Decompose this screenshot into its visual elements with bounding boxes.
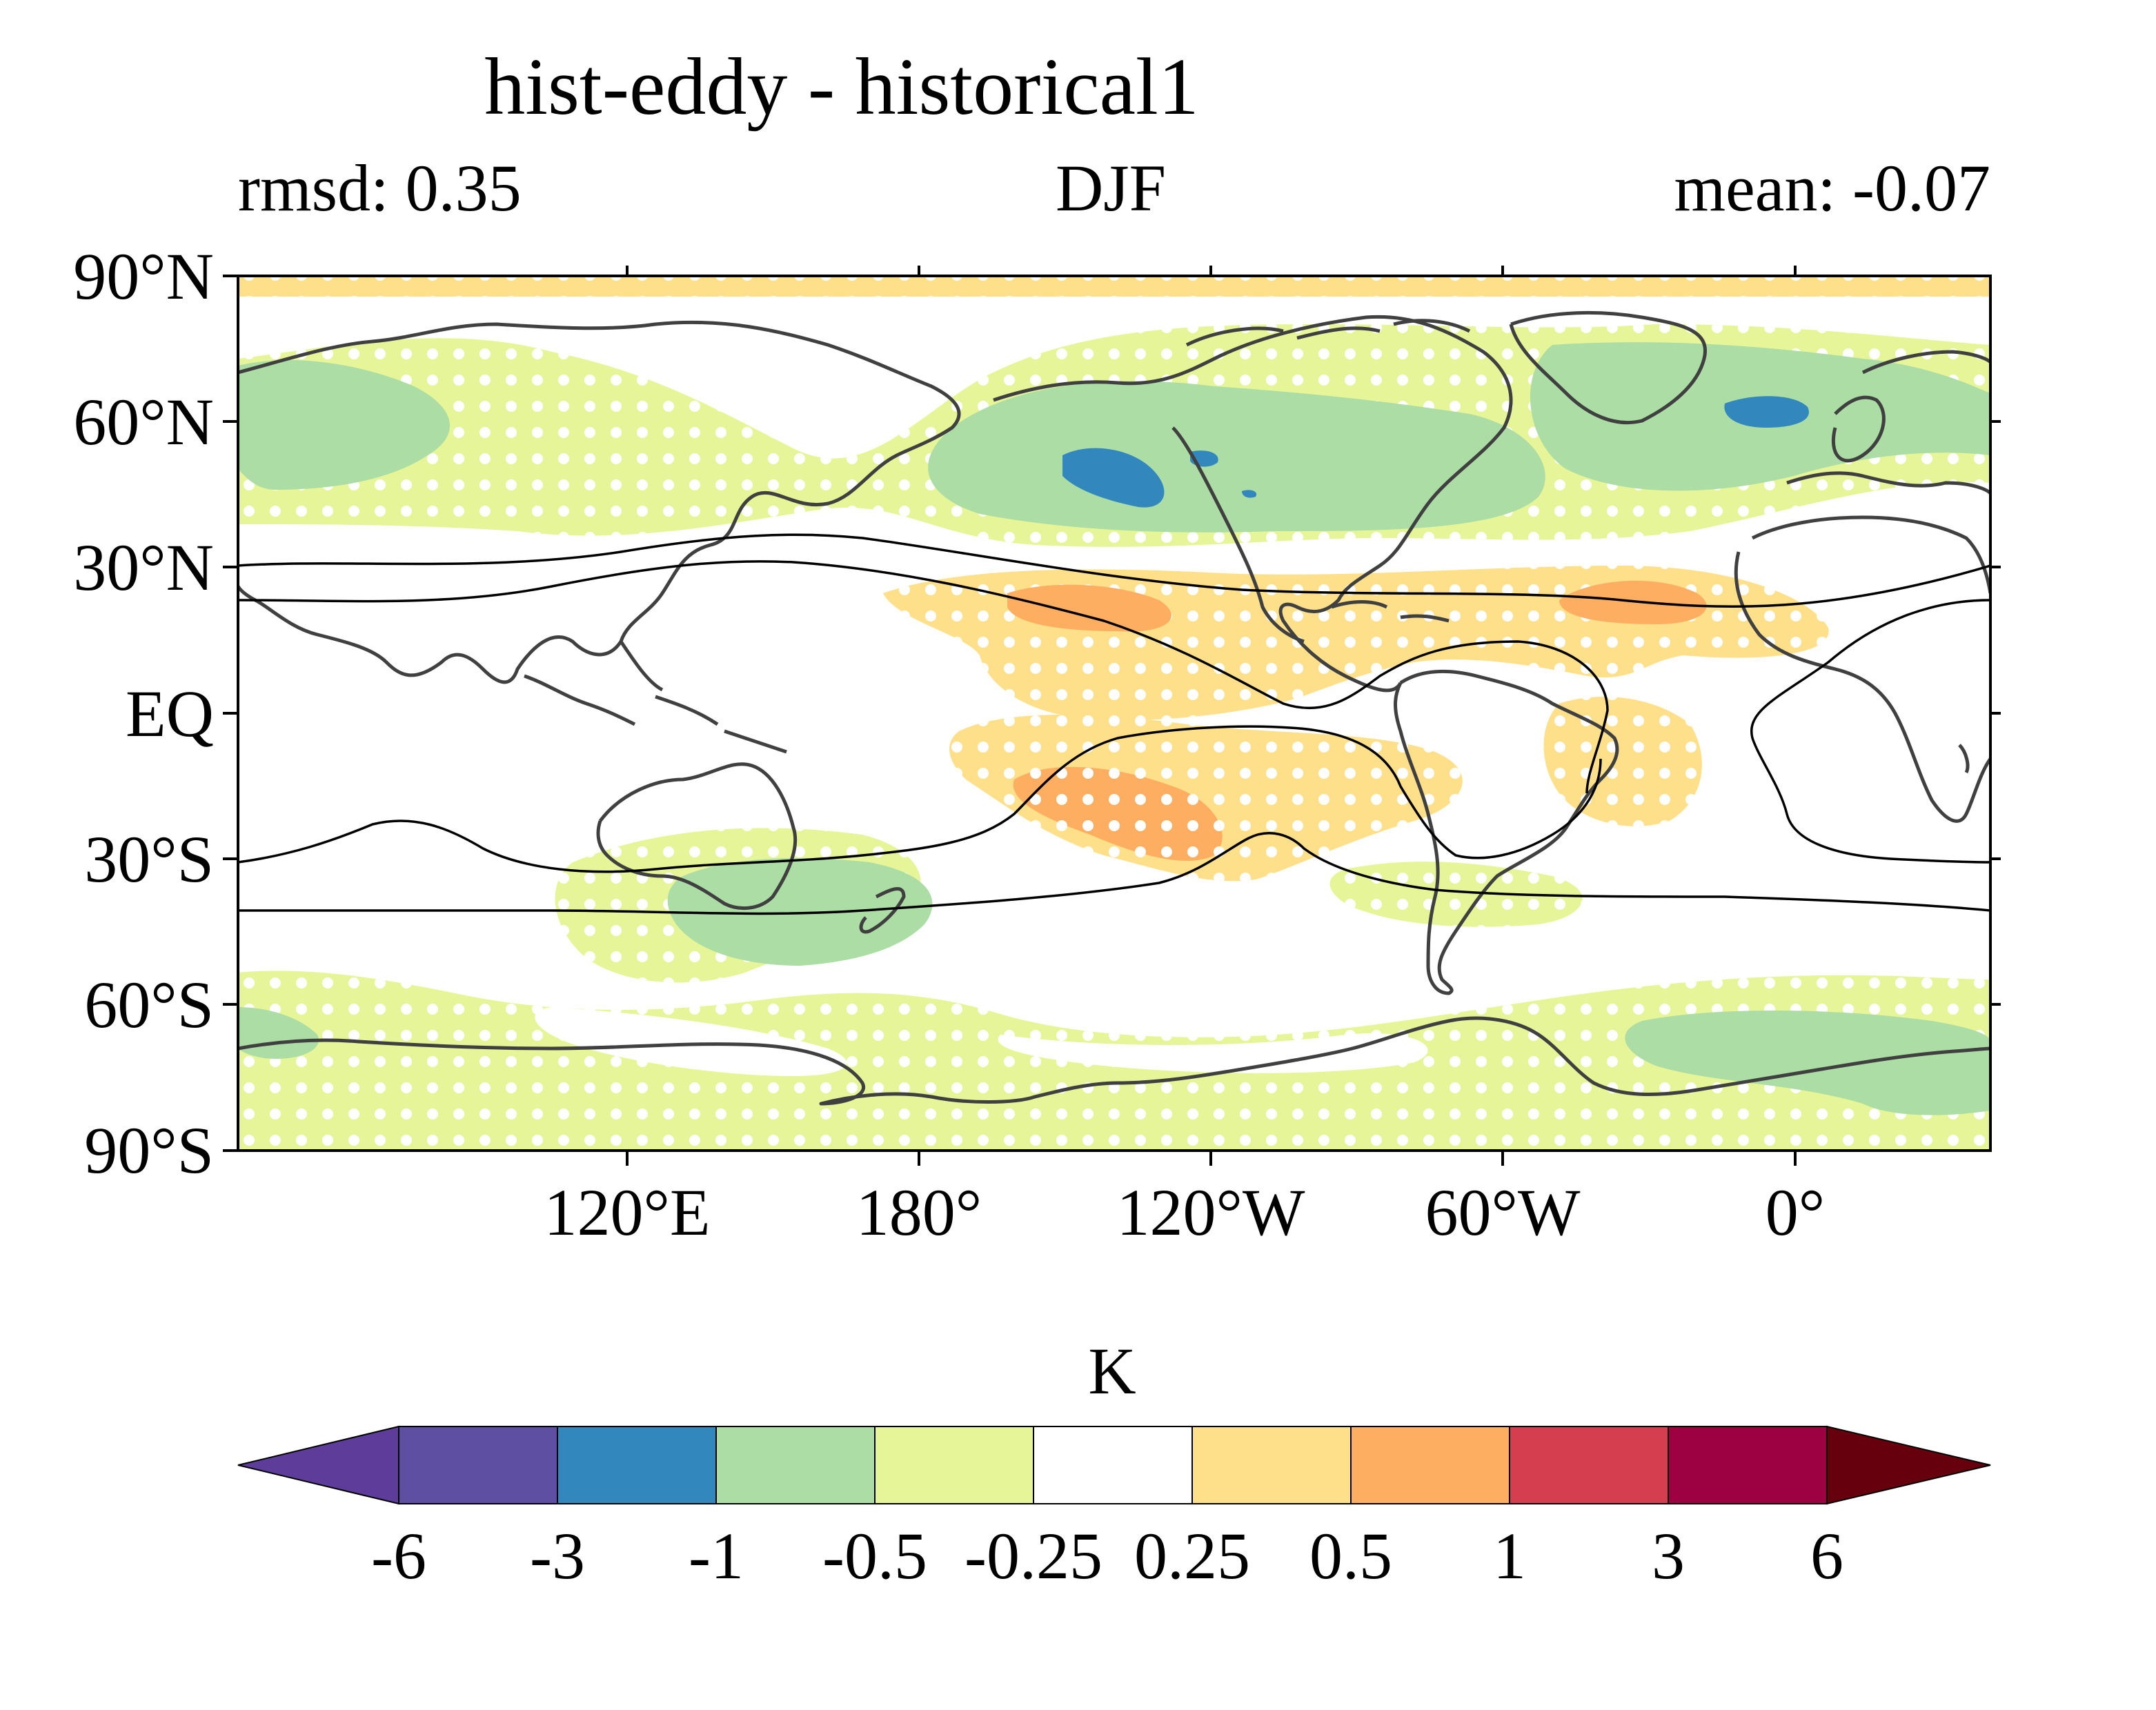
coastlines <box>238 310 1990 1106</box>
africa-coast <box>1734 515 1990 823</box>
colorbar-segment <box>1191 1426 1352 1504</box>
tropical-atlantic-orange <box>1559 580 1707 624</box>
eurasia-coast <box>238 320 961 684</box>
lon-label-120w: 120°W <box>1117 1175 1305 1249</box>
lat-label-90s: 90°S <box>84 1113 214 1187</box>
antarctica-coast <box>238 1016 1990 1106</box>
rmsd-label: rmsd: 0.35 <box>238 151 522 225</box>
europe-cold-blob <box>1724 396 1809 428</box>
lat-label-60s: 60°S <box>84 968 214 1042</box>
lat-label-60n: 60°N <box>73 385 214 459</box>
nh-jet-contour-lower <box>238 560 1990 864</box>
colorbar-tick-label: -1 <box>689 1519 744 1593</box>
colorbar-tick-label: 0.5 <box>1309 1519 1392 1593</box>
colorbar-segment <box>398 1426 558 1504</box>
colorbar-tick-label: -3 <box>530 1519 585 1593</box>
greenland-coast <box>1509 310 1707 425</box>
colorbar-tick-label: 1 <box>1493 1519 1526 1593</box>
new-zealand-coast <box>859 886 906 934</box>
lon-label-120e: 120°E <box>544 1175 710 1249</box>
maritime-continent-coast <box>524 640 787 754</box>
colorbar-segment <box>1350 1426 1510 1504</box>
colorbar-extend-high <box>1826 1425 1991 1505</box>
southern-ocean-neutral-gap <box>535 1007 847 1076</box>
lat-label-eq: EQ <box>126 677 214 750</box>
lat-label-30n: 30°N <box>73 530 214 604</box>
season-label: DJF <box>1056 151 1166 225</box>
climatology-contours <box>238 533 1990 915</box>
lat-labels: 90°N 60°N 30°N EQ 30°S 60°S 90°S <box>73 239 214 1187</box>
colorbar-segment <box>557 1426 717 1504</box>
colorbar: -6 -3 -1 -0.5 -0.25 0.25 0.5 1 3 6 <box>237 1425 1991 1593</box>
colorbar-segment <box>715 1426 876 1504</box>
colorbar-tick-label: 6 <box>1810 1519 1843 1593</box>
colorbar-tick-label: -0.5 <box>822 1519 927 1593</box>
colorbar-segment <box>1509 1426 1669 1504</box>
southern-ocean-neutral-gap-2 <box>998 1033 1428 1073</box>
scandinavia-coast <box>1831 350 1990 463</box>
colorbar-segment <box>1668 1426 1828 1504</box>
pacific-cold-blob <box>1062 448 1165 508</box>
lat-label-30s: 30°S <box>84 822 214 896</box>
europe-coast <box>1786 471 1990 495</box>
map-title: hist-eddy - historical1 <box>484 41 1199 132</box>
lon-label-0: 0° <box>1766 1175 1825 1249</box>
colorbar-tick-label: -6 <box>371 1519 426 1593</box>
colorbar-unit-label: K <box>1088 1334 1136 1408</box>
lon-label-180: 180° <box>856 1175 982 1249</box>
sh-jet-contour-upper <box>238 725 1602 873</box>
lon-label-60w: 60°W <box>1425 1175 1581 1249</box>
lon-labels: 120°E 180° 120°W 60°W 0° <box>544 1175 1825 1249</box>
antarctic-cool-patch-east <box>1625 1011 1990 1115</box>
axis-ticks <box>223 266 2001 1166</box>
arctic-islands-coast <box>1185 319 1471 347</box>
nh-jet-contour-upper <box>238 533 1990 608</box>
tropical-pacific-orange <box>1007 584 1171 632</box>
anomaly-field <box>238 276 1990 1151</box>
colorbar-tick-label: -0.25 <box>965 1519 1102 1593</box>
australia-cool-region <box>667 858 933 966</box>
eurasia-cool-region <box>238 359 451 490</box>
north-america-coast <box>993 315 1513 693</box>
colorbar-tick-label: 3 <box>1652 1519 1685 1593</box>
na-cold-blob-tiny <box>1242 490 1257 498</box>
south-america-coast <box>1394 670 1619 995</box>
colorbar-extend-low <box>237 1425 399 1505</box>
mean-label: mean: -0.07 <box>1674 151 1990 225</box>
lat-label-90n: 90°N <box>73 239 214 313</box>
colorbar-segment <box>1033 1426 1193 1504</box>
sh-jet-contour-lower <box>238 832 1990 915</box>
colorbar-segment <box>874 1426 1034 1504</box>
colorbar-tick-label: 0.25 <box>1134 1519 1250 1593</box>
caribbean-coast <box>1331 600 1450 623</box>
pacific-na-cool-region <box>928 381 1545 533</box>
madagascar-coast <box>1958 744 1970 774</box>
